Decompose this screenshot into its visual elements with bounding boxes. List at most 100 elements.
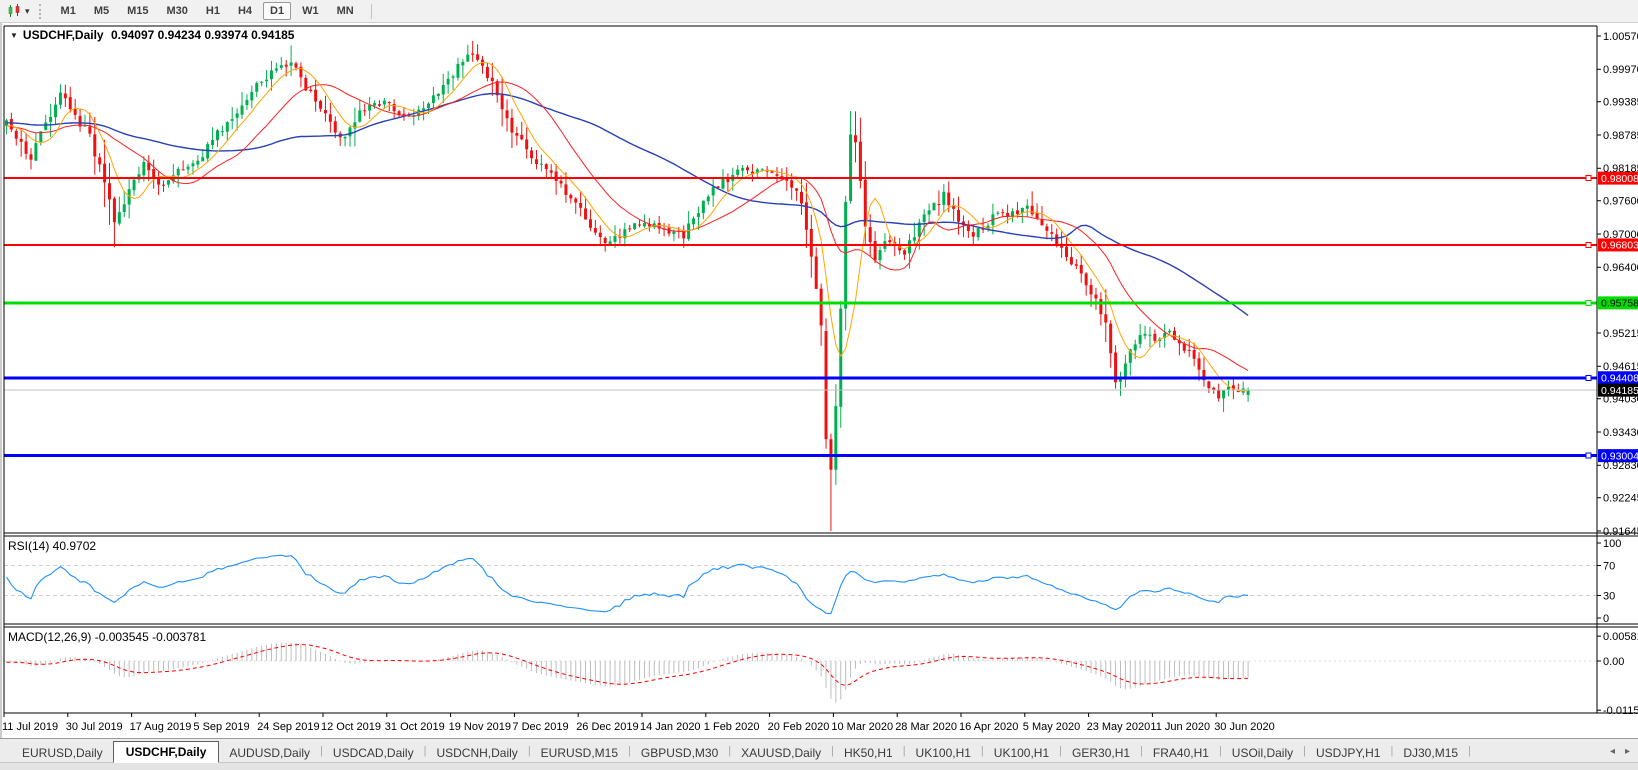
date-tick-label: 23 May 2020 (1087, 721, 1151, 733)
candle (844, 195, 848, 331)
moving-average-50 (6, 92, 1249, 316)
candle (819, 283, 823, 346)
candle (1163, 323, 1167, 348)
price-badge: 0.95758 (1598, 296, 1638, 310)
chart-tab-xauusd-daily[interactable]: XAUUSD,Daily (741, 746, 822, 760)
candle (382, 97, 386, 110)
chart-tab-gbpusd-m30[interactable]: GBPUSD,M30 (640, 746, 719, 760)
chevron-down-icon[interactable]: ▾ (25, 5, 30, 16)
chart-tab-usdchf-daily[interactable]: USDCHF,Daily (112, 741, 220, 763)
chart-tab-usdcnh-daily[interactable]: USDCNH,Daily (436, 746, 518, 760)
timeframe-button-m5[interactable]: M5 (93, 5, 110, 17)
price-badge: 0.93004 (1598, 449, 1638, 462)
chart-tab-fra40-h1[interactable]: FRA40,H1 (1152, 746, 1209, 760)
candle (1231, 376, 1235, 400)
tab-divider: | (423, 744, 427, 757)
chart-tab-usdcad-daily[interactable]: USDCAD,Daily (332, 746, 414, 760)
chart-tab-uk100-h1[interactable]: UK100,H1 (915, 746, 971, 760)
candle (230, 107, 234, 130)
timeframe-button-h1[interactable]: H1 (205, 5, 220, 17)
candle (387, 101, 391, 112)
candle (584, 196, 588, 220)
date-tick-label: 11 Jul 2019 (2, 721, 58, 733)
candle (996, 211, 1000, 216)
hline-anchor-handle[interactable] (1585, 452, 1592, 459)
candle (505, 99, 509, 132)
candle (377, 100, 381, 108)
chart-tab-usdjpy-h1[interactable]: USDJPY,H1 (1316, 746, 1381, 760)
candle (343, 136, 347, 147)
tab-scroll-controls: ◂ ▸ (1610, 746, 1630, 757)
candle (98, 153, 102, 173)
hline-anchor-handle[interactable] (1585, 374, 1592, 381)
chart-tab-uk100-h1[interactable]: UK100,H1 (993, 746, 1050, 760)
candle (721, 169, 725, 190)
chart-tab-eurusd-daily[interactable]: EURUSD,Daily (22, 746, 103, 760)
macd-tick-label: -0.011514 (1603, 705, 1638, 717)
candle (1192, 342, 1196, 367)
chart-tab-usoil-daily[interactable]: USOil,Daily (1231, 746, 1294, 760)
candle (265, 70, 269, 88)
candle (186, 163, 190, 175)
toolbar-separator (370, 3, 372, 19)
candle (574, 197, 578, 214)
candle (834, 384, 838, 485)
candle (530, 147, 534, 164)
hline-anchor-handle[interactable] (1585, 241, 1592, 248)
tab-divider: | (831, 744, 834, 757)
chart-tab-ger30-h1[interactable]: GER30,H1 (1072, 746, 1131, 760)
candle (1226, 380, 1230, 397)
candle (495, 79, 499, 103)
candle (446, 71, 450, 94)
chart-tab-hk50-h1[interactable]: HK50,H1 (843, 746, 893, 760)
candle (490, 62, 494, 96)
candle (638, 219, 642, 228)
tab-divider: | (1303, 744, 1306, 757)
candle (328, 102, 332, 133)
candle (687, 210, 691, 241)
candle (255, 81, 259, 98)
timeframe-button-w1[interactable]: W1 (302, 5, 319, 17)
chart-type-icon[interactable] (6, 4, 23, 18)
chart-tab-audusd-daily[interactable]: AUDUSD,Daily (229, 746, 311, 760)
tab-scroll-right-icon[interactable]: ▸ (1624, 746, 1630, 757)
hline-anchor-handle[interactable] (1585, 175, 1592, 182)
candle (88, 112, 92, 137)
timeframe-button-m15[interactable]: M15 (127, 5, 149, 17)
price-tick-label: 0.95215 (1603, 328, 1638, 340)
timeframe-button-m30[interactable]: M30 (166, 5, 188, 17)
hline-anchor-handle[interactable] (1585, 299, 1592, 306)
candle (456, 57, 460, 81)
timeframe-button-mn[interactable]: MN (336, 5, 354, 17)
candle (849, 111, 853, 204)
candle (196, 155, 200, 169)
candle (225, 121, 229, 141)
timeframe-button-h4[interactable]: H4 (237, 5, 253, 17)
tab-scroll-left-icon[interactable]: ◂ (1609, 746, 1615, 757)
collapse-chart-icon[interactable]: ▼ (10, 31, 18, 40)
tab-divider: | (902, 744, 906, 757)
chart-tab-eurusd-m15[interactable]: EURUSD,M15 (540, 746, 619, 760)
date-tick-label: 5 Sep 2019 (193, 721, 249, 733)
candle (795, 187, 799, 201)
candle (162, 180, 166, 192)
candle (1104, 289, 1108, 342)
timeframe-button-d1[interactable]: D1 (263, 2, 292, 20)
candle (554, 164, 558, 195)
chart-canvas[interactable]: 0.98008 0.96803 0.95758 0.94408 0.93004 0.941… (0, 23, 1638, 738)
tab-divider: | (320, 744, 323, 757)
timeframe-button-m1[interactable]: M1 (60, 5, 76, 17)
candle (1153, 329, 1157, 344)
candle (1035, 203, 1039, 221)
candle (1114, 345, 1118, 389)
toolbar-grip-handle[interactable] (38, 3, 45, 19)
chart-tab-dj30-m15[interactable]: DJ30,M15 (1403, 746, 1459, 760)
price-tick-label: 0.91645 (1603, 526, 1638, 538)
candle (741, 165, 745, 178)
candle (957, 196, 961, 235)
candle (912, 222, 916, 246)
candle (250, 85, 254, 109)
